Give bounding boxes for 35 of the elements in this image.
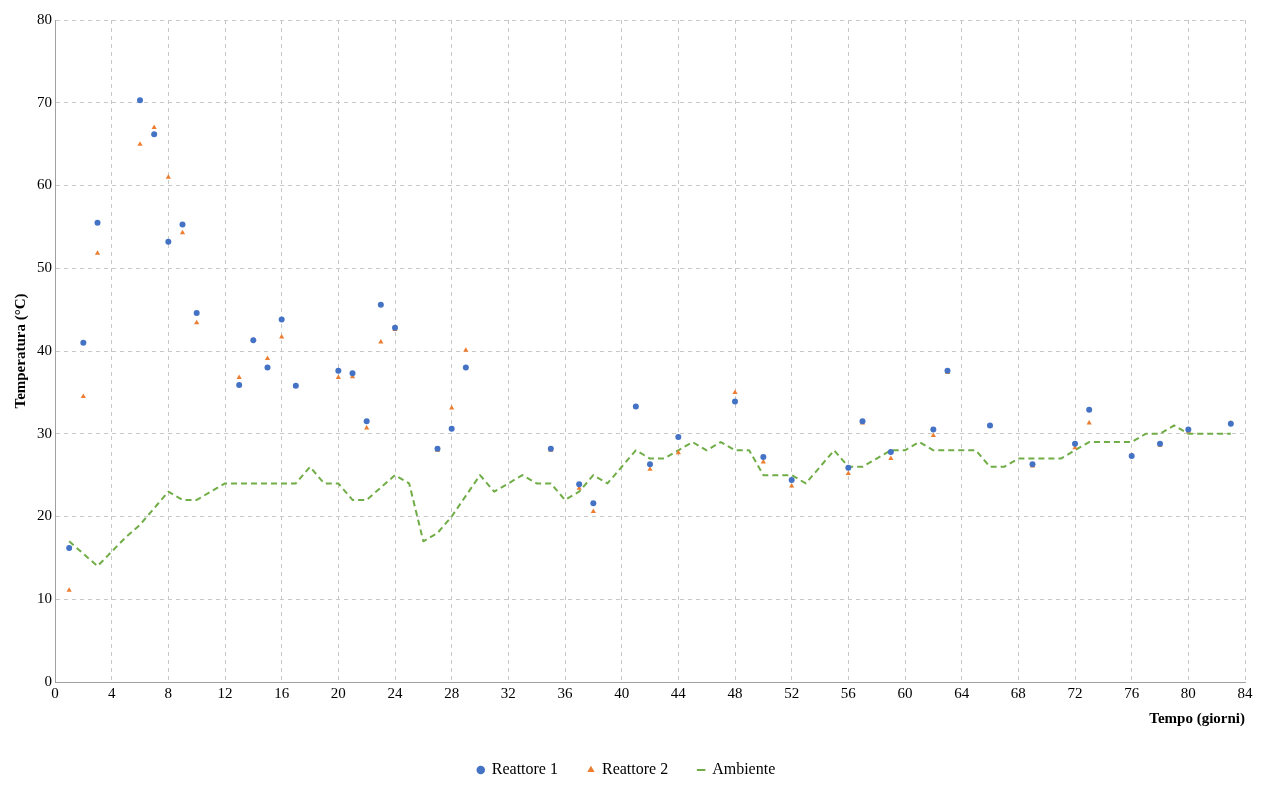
x-tick-label: 24 (387, 684, 403, 701)
x-tick-label: 68 (1010, 684, 1026, 701)
y-tick-label: 40 (37, 341, 52, 358)
x-tick-label: 20 (330, 684, 346, 701)
x-tick-label: 40 (614, 684, 630, 701)
x-tick-label: 48 (727, 684, 743, 701)
x-tick-label: 84 (1237, 684, 1253, 701)
y-tick-label: 10 (37, 590, 52, 607)
x-tick-label: 52 (784, 684, 800, 701)
x-axis-title: Tempo (giorni) (1149, 709, 1245, 727)
y-tick-label: 70 (37, 93, 52, 110)
y-axis-title: Temperatura (°C) (11, 293, 29, 409)
legend-label: Reattore 2 (601, 760, 669, 778)
x-tick-label: 4 (107, 684, 116, 701)
x-tick-label: 44 (670, 684, 687, 701)
x-tick-label: 16 (274, 684, 290, 701)
x-tick-label: 60 (897, 684, 913, 701)
y-tick-label: 50 (37, 259, 52, 276)
x-tick-label: 56 (840, 684, 857, 701)
y-tick-label: 20 (37, 507, 52, 524)
x-tick-label: 76 (1124, 684, 1140, 701)
x-tick-label: 72 (1067, 684, 1083, 701)
x-tick-label: 80 (1180, 684, 1196, 701)
x-tick-label: 28 (444, 684, 460, 701)
y-tick-label: 30 (37, 424, 52, 441)
legend-label: Reattore 1 (491, 760, 558, 778)
x-tick-label: 32 (500, 684, 516, 701)
legend-label: Ambiente (712, 760, 776, 778)
y-tick-label: 60 (37, 176, 52, 193)
x-tick-label: 64 (954, 684, 970, 701)
x-tick-label: 12 (217, 684, 233, 701)
x-tick-label: 36 (557, 684, 573, 701)
y-tick-label: 0 (44, 672, 52, 689)
x-tick-label: 8 (164, 684, 173, 701)
y-tick-label: 80 (37, 10, 52, 27)
